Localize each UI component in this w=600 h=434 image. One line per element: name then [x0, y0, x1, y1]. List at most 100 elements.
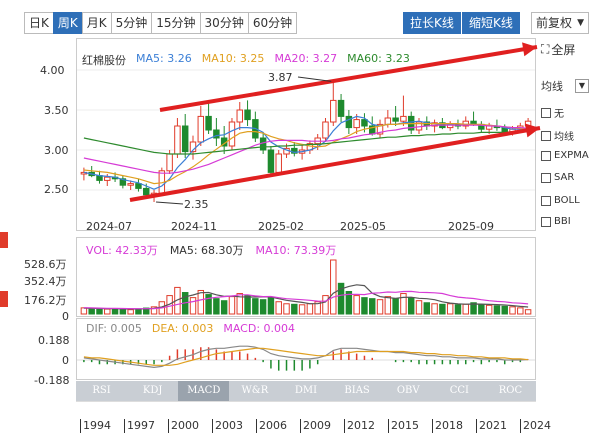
year-tick [212, 419, 213, 433]
vol-ma10: MA10: 73.39万 [255, 244, 337, 257]
vol-value: VOL: 42.33万 [86, 244, 158, 257]
date-tick: 2025-02 [258, 220, 304, 233]
indicator-tab[interactable]: CCI [449, 385, 469, 396]
indicator-tab[interactable]: BIAS [344, 385, 370, 396]
checkbox[interactable] [541, 195, 551, 206]
price-tick: 4.00 [40, 64, 65, 77]
price-tick: 3.50 [44, 104, 69, 117]
overlay-option-label: BBI [554, 216, 571, 227]
year-label: 2009 [303, 419, 331, 432]
fullscreen-icon: ⛶ [541, 42, 550, 56]
year-label: 2015 [391, 419, 419, 432]
year-label: 1997 [127, 419, 155, 432]
period-button[interactable]: 日K [24, 12, 53, 34]
indicator-tab[interactable]: DMI [294, 385, 318, 396]
period-button[interactable]: 15分钟 [151, 12, 200, 34]
overlay-option-label: BOLL [554, 195, 580, 206]
indicator-tab[interactable]: OBV [396, 385, 420, 396]
indicator-tab[interactable]: KDJ [142, 385, 163, 396]
stretch-kline-button[interactable]: 拉长K线 [403, 12, 461, 34]
year-tick [124, 419, 125, 433]
volume-legend: VOL: 42.33万 MA5: 68.30万 MA10: 73.39万 [86, 242, 336, 258]
period-button[interactable]: 月K [81, 12, 111, 34]
year-label: 2018 [435, 419, 463, 432]
period-button[interactable]: 周K [52, 12, 82, 34]
checkbox[interactable] [541, 172, 551, 183]
year-tick [344, 419, 345, 433]
macd-tick: 0 [62, 354, 69, 367]
period-button[interactable]: 60分钟 [247, 12, 298, 34]
year-tick [256, 419, 257, 433]
shrink-kline-button[interactable]: 缩短K线 [462, 12, 520, 34]
macd-tick: -0.188 [34, 374, 70, 387]
year-label: 2006 [259, 419, 287, 432]
price-tick: 2.50 [44, 183, 69, 196]
overlay-option[interactable]: BOLL [541, 195, 580, 206]
overlay-option-label: 均线 [554, 132, 574, 143]
overlay-option-label: SAR [554, 172, 575, 183]
legend-ma10: MA10: 3.25 [201, 52, 265, 65]
overlay-option-label: 无 [554, 109, 564, 120]
year-tick [432, 419, 433, 433]
adjust-select-value: 前复权 [536, 16, 573, 30]
overlay-option[interactable]: EXPMA [541, 150, 589, 161]
macd-dea: DEA: 0.003 [151, 322, 214, 335]
date-tick: 2025-05 [340, 220, 386, 233]
overlay-option[interactable]: BBI [541, 216, 571, 227]
ma-type-label: 均线 [541, 80, 563, 93]
overlay-option[interactable]: SAR [541, 172, 574, 183]
year-tick [476, 419, 477, 433]
macd-value: MACD: 0.004 [223, 322, 296, 335]
chevron-down-icon: ▼ [577, 18, 584, 28]
date-tick: 2024-11 [171, 220, 217, 233]
side-marker [0, 232, 8, 248]
legend-ma20: MA20: 3.27 [274, 52, 338, 65]
date-tick: 2025-09 [448, 220, 494, 233]
year-tick [520, 419, 521, 433]
checkbox[interactable] [541, 107, 551, 118]
macd-legend: DIF: 0.005 DEA: 0.003 MACD: 0.004 [86, 322, 295, 335]
volume-chart[interactable] [76, 237, 536, 317]
macd-chart[interactable] [76, 318, 536, 380]
year-tick [168, 419, 169, 433]
year-label: 2012 [347, 419, 375, 432]
indicator-tab[interactable]: RSI [92, 385, 111, 396]
indicator-tab[interactable]: ROC [498, 385, 523, 396]
indicator-tabs: RSI KDJ MACD W&R DMI BIAS OBV CCI ROC [76, 381, 536, 401]
vol-ma5: MA5: 68.30万 [169, 244, 244, 257]
year-label: 2024 [523, 419, 551, 432]
side-marker [0, 291, 8, 307]
volume-tick: 528.6万 [24, 258, 67, 271]
legend-ma60: MA60: 3.23 [347, 52, 410, 65]
fullscreen-button[interactable]: ⛶ 全屏 [541, 41, 575, 58]
price-tick: 3.00 [44, 144, 69, 157]
indicator-tab[interactable]: W&R [241, 385, 269, 396]
ma-legend: 红棉股份 MA5: 3.26 MA10: 3.25 MA20: 3.27 MA6… [82, 52, 410, 68]
checkbox[interactable] [541, 130, 551, 141]
overlay-option[interactable]: 均线 [541, 128, 574, 143]
macd-tick: 0.188 [38, 334, 70, 347]
volume-tick: 176.2万 [24, 294, 67, 307]
overlay-option-label: EXPMA [554, 150, 589, 161]
year-label: 2000 [171, 419, 199, 432]
year-label: 1994 [83, 419, 111, 432]
period-button[interactable]: 30分钟 [199, 12, 248, 34]
year-label: 2003 [215, 419, 243, 432]
chevron-down-icon: ▼ [575, 79, 589, 93]
period-button[interactable]: 5分钟 [110, 12, 152, 34]
macd-dif: DIF: 0.005 [86, 322, 142, 335]
volume-tick: 352.4万 [24, 275, 67, 288]
checkbox[interactable] [541, 216, 551, 227]
checkbox[interactable] [541, 150, 551, 161]
year-tick [300, 419, 301, 433]
year-navigator[interactable]: 1994 1997 2000 2003 2006 2009 2012 2015 2018 2021… [76, 401, 551, 434]
ma-type-select[interactable]: 均线 ▼ [541, 78, 589, 94]
adjust-select[interactable]: 前复权 ▼ [531, 12, 589, 34]
legend-ma5: MA5: 3.26 [136, 52, 192, 65]
overlay-option[interactable]: 无 [541, 105, 564, 120]
date-tick: 2024-07 [86, 220, 132, 233]
volume-tick: 0 [62, 310, 69, 323]
fullscreen-label: 全屏 [551, 43, 576, 57]
indicator-tab[interactable]: MACD [178, 381, 230, 401]
year-label: 2021 [479, 419, 507, 432]
